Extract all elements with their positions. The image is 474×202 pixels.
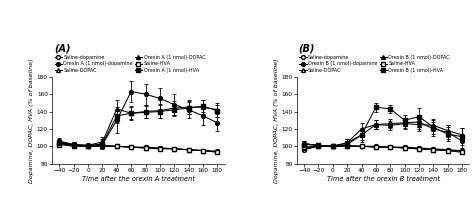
X-axis label: Time after the orexin B treatment: Time after the orexin B treatment [327, 176, 439, 182]
Y-axis label: Dopamine, DOPAC, HVA (% of baseline): Dopamine, DOPAC, HVA (% of baseline) [274, 58, 279, 182]
Text: (B): (B) [299, 44, 315, 54]
X-axis label: Time after the orexin A treatment: Time after the orexin A treatment [82, 176, 195, 182]
Legend: Saline-dopamine, Orexin A (1 nmol)-dopamine, Saline-DOPAC, Orexin A (1 nmol)-DOP: Saline-dopamine, Orexin A (1 nmol)-dopam… [55, 55, 205, 73]
Text: (A): (A) [54, 44, 70, 54]
Legend: Saline-dopamine, Orexin B (1 nmol)-dopamine, Saline-DOPAC, Orexin B (1 nmol)-DOP: Saline-dopamine, Orexin B (1 nmol)-dopam… [299, 55, 450, 73]
Y-axis label: Dopamine, DOPAC, HVA (% of baseline): Dopamine, DOPAC, HVA (% of baseline) [29, 58, 34, 182]
